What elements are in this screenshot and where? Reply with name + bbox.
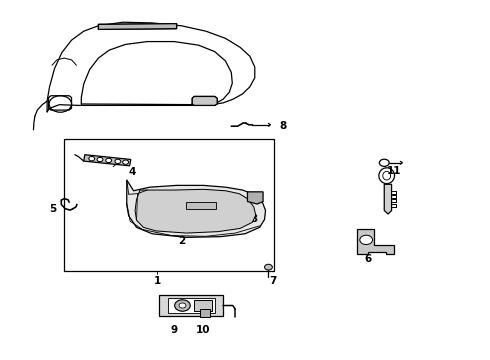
Text: 7: 7 [270,276,277,286]
Polygon shape [384,184,392,214]
Circle shape [122,160,128,164]
Text: 9: 9 [171,325,178,335]
Circle shape [179,303,186,308]
Circle shape [89,157,95,161]
Polygon shape [357,229,394,254]
Polygon shape [98,24,176,30]
Text: 4: 4 [129,167,136,177]
Text: 3: 3 [250,215,257,224]
Text: 1: 1 [153,276,161,286]
Polygon shape [135,189,256,233]
Circle shape [174,300,190,311]
Text: 10: 10 [196,325,211,335]
Text: 6: 6 [365,253,372,264]
Text: 8: 8 [279,121,287,131]
Polygon shape [84,155,131,166]
Circle shape [97,157,103,162]
Text: 11: 11 [387,166,401,176]
Polygon shape [194,300,212,311]
Polygon shape [127,180,266,237]
Circle shape [106,158,112,163]
Text: 2: 2 [178,235,185,246]
FancyBboxPatch shape [199,310,210,318]
Polygon shape [159,296,223,316]
Circle shape [360,235,372,244]
Polygon shape [186,202,216,209]
Polygon shape [168,298,215,313]
Polygon shape [192,96,217,105]
Text: 5: 5 [49,204,57,214]
Circle shape [115,159,121,163]
Polygon shape [247,192,263,204]
Circle shape [265,264,272,270]
